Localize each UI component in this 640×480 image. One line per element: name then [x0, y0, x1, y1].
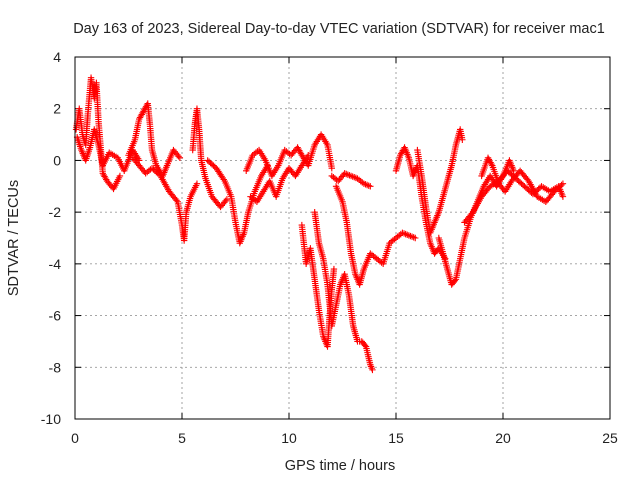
chart-title: Day 163 of 2023, Sidereal Day-to-day VTE… [73, 21, 605, 37]
y-tick-label: 0 [53, 152, 61, 168]
data-point [176, 154, 184, 162]
x-tick-label: 25 [602, 430, 618, 446]
x-axis-label: GPS time / hours [285, 458, 395, 474]
series-arc-b [73, 126, 143, 174]
data-point [330, 265, 338, 273]
data-point [412, 234, 419, 242]
series-arc-h [247, 152, 312, 205]
interpolated-marker [222, 197, 229, 204]
interpolated-marker [297, 150, 305, 157]
grid [75, 57, 610, 419]
data-point [459, 136, 466, 143]
series-arc-q [478, 154, 567, 205]
series-arc-d [129, 154, 201, 244]
interpolated-marker [488, 160, 495, 168]
x-tick-label: 0 [71, 430, 79, 446]
y-axis-label: SDTVAR / TECUs [6, 180, 22, 296]
y-tick-label: -6 [49, 308, 62, 324]
x-tick-label: 20 [495, 430, 511, 446]
y-tick-label: -4 [49, 256, 62, 272]
data-point [328, 164, 335, 172]
interpolated-marker [524, 176, 531, 183]
series-arc-k [332, 183, 419, 288]
y-tick-label: 2 [53, 101, 61, 117]
interpolated-marker [451, 277, 459, 284]
x-tick-label: 5 [178, 430, 186, 446]
interpolated-marker [175, 153, 182, 160]
data-point [510, 167, 517, 174]
series-arc-i [298, 221, 338, 350]
series-arc-j [311, 208, 376, 374]
y-tick-label: 4 [53, 49, 61, 65]
data-point [305, 152, 312, 159]
series-arc-c [125, 100, 184, 180]
y-tick-label: -8 [49, 359, 62, 375]
y-tick-label: -10 [41, 411, 61, 427]
series-arc-n [414, 126, 466, 237]
y-tick-label: -2 [49, 204, 62, 220]
data-point [367, 183, 374, 190]
series-arc-f [204, 157, 271, 247]
interpolated-marker [361, 342, 369, 349]
data-point [116, 172, 124, 180]
data-point [193, 180, 201, 187]
series-arc-e [189, 105, 231, 211]
x-tick-label: 15 [388, 430, 404, 446]
plot-frame [74, 56, 611, 420]
data-point [369, 366, 376, 374]
data-point [559, 193, 567, 200]
interpolated-marker [468, 210, 476, 217]
interpolated-marker [173, 197, 180, 204]
data-points [72, 74, 567, 374]
data-point [559, 180, 567, 187]
x-tick-label: 10 [281, 430, 297, 446]
series-arc-l [328, 170, 374, 190]
interpolated-marker [558, 181, 565, 189]
